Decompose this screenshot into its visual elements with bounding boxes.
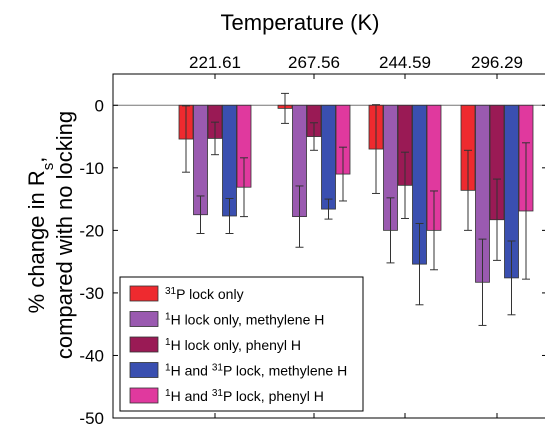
y-axis-label-subscript: s <box>40 163 57 171</box>
legend-box <box>119 276 364 412</box>
y-tick-label: -20 <box>79 221 104 240</box>
legend-swatch <box>129 285 159 302</box>
y-tick-label: -10 <box>79 159 104 178</box>
y-tick-label: 0 <box>95 96 104 115</box>
bar <box>321 104 336 210</box>
category-labels: 221.61 267.56 244.59 296.29 <box>189 53 523 72</box>
y-axis-label-main: % change in R <box>24 170 49 313</box>
legend-swatch <box>129 387 159 404</box>
y-tick-label: -40 <box>79 346 104 365</box>
legend: 31P lock only 1H lock only, methylene H 1H… <box>119 276 364 412</box>
y-axis-label-tail: , <box>24 157 49 163</box>
y-tick-label: -50 <box>79 409 104 425</box>
legend-label: 1H and 31P lock, phenyl H <box>165 388 324 405</box>
y-axis-label: % change in Rs, compared with no locking <box>24 111 77 359</box>
legend-label: 1H lock only, phenyl H <box>165 337 301 354</box>
y-axis-label-line1: % change in Rs, <box>24 157 57 314</box>
chart-title: Temperature (K) <box>221 10 380 35</box>
y-tick-label: -30 <box>79 284 104 303</box>
legend-label: 1H and 31P lock, methylene H <box>165 362 347 379</box>
legend-label: 1H lock only, methylene H <box>165 311 324 328</box>
category-label: 244.59 <box>379 53 431 72</box>
legend-swatch <box>129 311 159 327</box>
plot-frame <box>112 73 545 419</box>
legend-label: 31P lock only <box>165 286 244 303</box>
category-label: 296.29 <box>471 53 523 72</box>
category-label: 267.56 <box>288 53 340 72</box>
legend-swatch <box>129 362 159 378</box>
category-label: 221.61 <box>189 53 241 72</box>
plot-area: 0 -10 -20 -30 -40 -50 <box>79 73 545 425</box>
y-axis-label-line2: compared with no locking <box>52 111 77 359</box>
legend-swatch <box>129 336 159 353</box>
